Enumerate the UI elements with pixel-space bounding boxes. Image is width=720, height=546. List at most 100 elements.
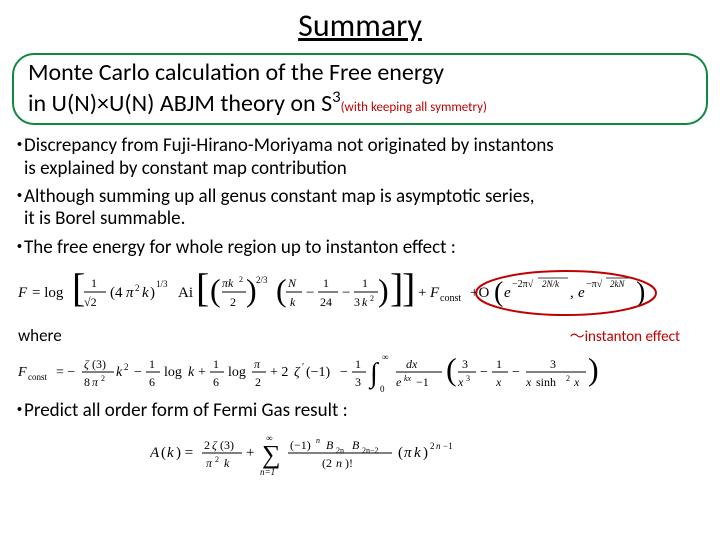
svg-text:3: 3 (550, 357, 556, 371)
bullet-text-cont: is explained by constant map contributio… (10, 158, 710, 180)
svg-text:∑: ∑ (262, 440, 281, 469)
svg-text:2kN: 2kN (610, 279, 625, 289)
svg-text:const: const (440, 293, 461, 304)
svg-text:n: n (436, 441, 441, 451)
headline-box: Monte Carlo calculation of the Free ener… (12, 53, 708, 125)
svg-text:2: 2 (430, 441, 435, 451)
svg-text:(3): (3) (220, 438, 234, 452)
svg-text:3: 3 (462, 357, 468, 371)
svg-text:log: log (228, 365, 246, 380)
svg-text:): ) (588, 351, 599, 387)
svg-text:k: k (167, 445, 174, 461)
svg-text:k: k (224, 456, 230, 470)
svg-text:n: n (336, 456, 342, 470)
svg-text:−: − (342, 285, 350, 301)
svg-text:−: − (340, 365, 348, 380)
bullet-dot-icon: ・ (10, 186, 24, 208)
svg-text:dx: dx (406, 357, 418, 371)
svg-text:e: e (396, 375, 402, 389)
svg-text:2: 2 (255, 375, 261, 389)
svg-text:k: k (362, 295, 368, 309)
svg-text:A: A (150, 445, 160, 461)
svg-text:(: ( (210, 272, 221, 308)
svg-text:2: 2 (215, 455, 219, 464)
svg-text:−2π√: −2π√ (512, 279, 534, 290)
svg-text:π: π (92, 375, 99, 389)
svg-text:−1: −1 (443, 441, 453, 451)
headline-annotation: (with keeping all symmetry) (341, 100, 487, 115)
svg-text:k: k (290, 295, 296, 309)
svg-text:π: π (254, 357, 261, 371)
svg-text:+: + (418, 285, 426, 301)
svg-text:)!: )! (345, 456, 353, 470)
svg-text:2: 2 (101, 374, 105, 383)
svg-text:(: ( (276, 272, 287, 308)
svg-text:∞: ∞ (382, 352, 388, 362)
svg-text:+: + (246, 445, 254, 461)
bullet-4: ・Predict all order form of Fermi Gas res… (10, 400, 710, 422)
svg-text:π: π (404, 445, 412, 461)
bullet-text: Discrepancy from Fuji-Hirano-Moriyama no… (24, 134, 554, 157)
svg-text:F: F (18, 285, 28, 301)
svg-text:B: B (326, 438, 334, 452)
equation-ak: A ( k ) = 2 ζ (3) π 2 k + ∑ ∞ n=1 (−1) n… (0, 429, 720, 477)
svg-text:1: 1 (323, 276, 329, 290)
headline-text: in U(N)×U(N) ABJM theory on S (28, 89, 332, 118)
svg-text:(4: (4 (110, 285, 123, 301)
svg-text:(2: (2 (322, 456, 332, 470)
svg-text:8: 8 (84, 375, 90, 389)
svg-text:2: 2 (370, 294, 374, 303)
svg-text:2n: 2n (336, 446, 344, 455)
svg-text:1: 1 (149, 357, 155, 371)
svg-text:−: − (134, 365, 142, 380)
bullet-dot-icon: ・ (10, 135, 24, 157)
svg-text:ζ: ζ (294, 365, 301, 380)
svg-text:−: − (480, 365, 488, 380)
svg-text:−1: −1 (416, 375, 429, 389)
svg-text:]: ] (402, 265, 415, 310)
svg-text:3: 3 (466, 374, 470, 383)
svg-text:π: π (206, 456, 213, 470)
svg-text:1: 1 (213, 357, 219, 371)
svg-text:2: 2 (566, 374, 570, 383)
svg-text:+ 2: + 2 (270, 365, 288, 380)
svg-text:kx: kx (404, 374, 412, 383)
where-label: where (18, 321, 62, 346)
svg-text:2N/k: 2N/k (542, 279, 560, 289)
svg-text:(: ( (161, 445, 166, 461)
svg-text:3: 3 (354, 295, 360, 309)
svg-text:(3): (3) (92, 357, 106, 371)
svg-text:6: 6 (149, 375, 155, 389)
svg-text:x: x (495, 375, 502, 389)
svg-text:(: ( (446, 351, 457, 387)
bullet-text: Although summing up all genus constant m… (24, 185, 535, 208)
svg-text:(: ( (494, 277, 503, 308)
svg-text:(−1): (−1) (290, 438, 311, 452)
svg-text:2: 2 (135, 283, 140, 293)
svg-text:k: k (142, 285, 149, 301)
svg-text:+: + (198, 365, 206, 380)
svg-text:24: 24 (320, 295, 332, 309)
bullet-text-cont: it is Borel summable. (10, 208, 710, 230)
svg-text:const: const (28, 372, 47, 382)
svg-text:∫: ∫ (368, 358, 380, 390)
svg-text:2: 2 (124, 362, 129, 372)
instanton-label: ～instanton effect (570, 321, 680, 346)
svg-text:2: 2 (230, 295, 236, 309)
bullet-dot-icon: ・ (10, 400, 24, 422)
svg-text:): ) (378, 272, 389, 308)
where-row: where ～instanton effect (18, 321, 710, 346)
svg-text:6: 6 (213, 375, 219, 389)
svg-text:log: log (164, 365, 182, 380)
svg-text:1/3: 1/3 (156, 279, 168, 289)
equation-fconst: F const = − ζ (3) 8 π 2 k 2 − 1 6 log k … (18, 350, 720, 394)
svg-text:−: − (306, 285, 314, 301)
svg-text:ζ: ζ (212, 438, 218, 452)
svg-text:n=1: n=1 (260, 467, 275, 477)
bullet-list-2: ・Predict all order form of Fermi Gas res… (10, 400, 710, 422)
svg-text:3: 3 (355, 375, 361, 389)
headline-line-1: Monte Carlo calculation of the Free ener… (28, 59, 692, 87)
svg-text:−π√: −π√ (586, 279, 603, 290)
svg-text:x: x (525, 375, 532, 389)
svg-text:e: e (578, 285, 585, 301)
